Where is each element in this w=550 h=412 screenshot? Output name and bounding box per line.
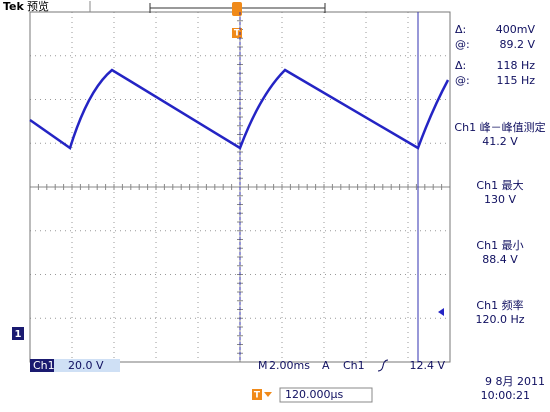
readout-label: Ch1 最小	[476, 239, 523, 252]
date: 9 8月 2011	[485, 375, 545, 388]
trigger-source: Ch1	[343, 359, 365, 372]
waveform	[29, 68, 450, 151]
position-arrow	[264, 392, 272, 397]
readout-label: Ch1 频率	[476, 298, 523, 312]
timebase: 2.00ms	[269, 359, 310, 372]
channel-marker: 1	[15, 329, 22, 340]
channel-box	[30, 359, 54, 372]
cursor-label: Δ:	[455, 23, 466, 36]
trigger-level: 12.4 V	[409, 359, 445, 372]
position-marker-box	[252, 389, 262, 400]
readout-label: Ch1 最大	[476, 178, 523, 192]
level-marker	[438, 308, 444, 316]
mode: 预览	[27, 0, 49, 13]
readout-value: 88.4 V	[482, 253, 518, 266]
channel-marker-box	[12, 327, 24, 340]
cursor-value: 115 Hz	[496, 74, 535, 87]
trigger-marker: T	[234, 29, 241, 39]
slope-icon	[377, 359, 389, 372]
cursor-value: 89.2 V	[499, 38, 535, 51]
readout-value: 120.0 Hz	[475, 313, 524, 326]
trigger-mode: A	[322, 359, 330, 372]
readout-label: Ch1 峰－峰值测定	[454, 120, 545, 134]
cursor-label: @:	[455, 74, 470, 87]
channel: Ch1	[33, 359, 55, 372]
brand: Tek	[3, 0, 25, 13]
readout-value: 41.2 V	[482, 135, 518, 148]
cursor-value: 118 Hz	[496, 59, 535, 72]
cursor-label: @:	[455, 38, 470, 51]
readout-value: 130 V	[484, 193, 516, 206]
cursor-label: Δ:	[455, 59, 466, 72]
timebase-label: M	[258, 359, 268, 372]
trigger-marker-box	[232, 28, 242, 38]
position-box	[279, 387, 373, 403]
time: 10:00:21	[481, 389, 530, 402]
position-marker: T	[254, 391, 261, 401]
scale: 20.0 V	[68, 359, 104, 372]
position: 120.000µs	[285, 388, 343, 401]
cursor-value: 400mV	[496, 23, 536, 36]
readout-panel: Δ: 400mV @: 89.2 V Δ: 118 Hz @: 115 Hz Ch1 峰－峰值测…	[454, 23, 545, 326]
